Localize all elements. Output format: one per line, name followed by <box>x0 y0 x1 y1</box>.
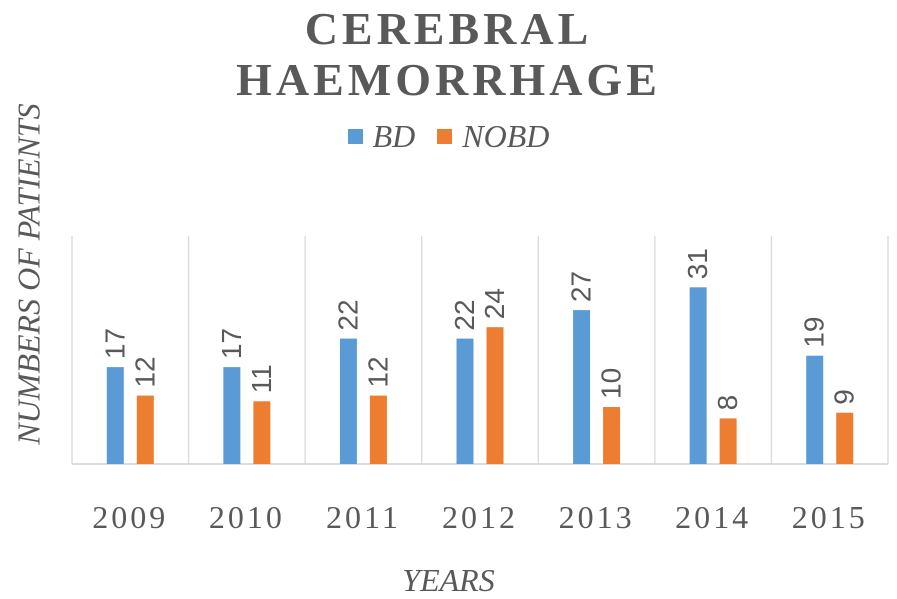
legend-label-bd: BD <box>372 118 416 154</box>
legend-item-nobd: NOBD <box>437 118 549 155</box>
data-label-nobd: 12 <box>129 356 160 387</box>
bar-nobd <box>369 395 387 464</box>
data-label-nobd: 11 <box>246 364 277 393</box>
bar-nobd <box>253 401 271 464</box>
data-label-nobd: 8 <box>712 395 743 411</box>
chart-title-line-2: HAEMORRHAGE <box>236 54 661 105</box>
x-axis-label: YEARS <box>402 562 495 598</box>
bar-nobd <box>836 412 854 464</box>
bar-bd <box>689 287 707 464</box>
data-label-bd: 22 <box>332 299 363 330</box>
legend-swatch-nobd <box>437 129 453 144</box>
legend-item-bd: BD <box>347 118 416 155</box>
x-tick-label: 2014 <box>675 499 751 535</box>
data-label-nobd: 24 <box>479 288 510 319</box>
bar-nobd <box>136 395 154 464</box>
bar-bd <box>339 338 357 464</box>
data-label-bd: 19 <box>799 317 830 348</box>
data-label-bd: 17 <box>99 328 130 359</box>
x-tick-label: 2011 <box>326 499 401 535</box>
bar-nobd <box>486 327 504 464</box>
bar-bd <box>456 338 474 464</box>
x-tick-label: 2015 <box>792 499 868 535</box>
data-label-bd: 17 <box>216 328 247 359</box>
legend-swatch-bd <box>347 129 363 144</box>
data-label-nobd: 10 <box>596 368 627 399</box>
x-tick-label: 2012 <box>442 499 518 535</box>
legend-label-nobd: NOBD <box>462 118 550 154</box>
bar-nobd <box>603 407 621 464</box>
legend: BD NOBD <box>0 118 897 155</box>
bar-bd <box>806 355 824 464</box>
bar-nobd <box>719 418 737 464</box>
data-label-nobd: 12 <box>362 356 393 387</box>
data-label-bd: 31 <box>682 248 713 279</box>
x-tick-label: 2013 <box>559 499 635 535</box>
x-tick-label: 2010 <box>209 499 285 535</box>
chart-title-line-1: CEREBRAL <box>304 3 593 54</box>
bar-bd <box>223 367 241 464</box>
x-tick-label: 2009 <box>92 499 168 535</box>
data-label-nobd: 9 <box>829 389 860 405</box>
bar-bd <box>106 367 124 464</box>
data-label-bd: 27 <box>566 271 597 302</box>
bar-bd <box>573 310 591 464</box>
data-label-bd: 22 <box>449 299 480 330</box>
